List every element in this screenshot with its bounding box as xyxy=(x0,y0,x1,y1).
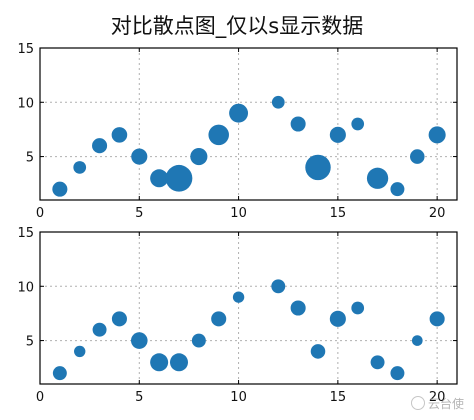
scatter-point xyxy=(131,148,148,165)
scatter-point xyxy=(370,355,385,370)
scatter-point xyxy=(150,169,169,188)
scatter-point xyxy=(92,322,107,337)
scatter-point xyxy=(130,332,148,349)
x-tick-label: 0 xyxy=(36,206,44,221)
x-tick-label: 20 xyxy=(429,390,446,405)
x-tick-label: 0 xyxy=(36,390,44,405)
scatter-point xyxy=(150,353,169,372)
y-tick-label: 10 xyxy=(17,280,34,295)
scatter-point xyxy=(390,182,405,197)
y-tick-label: 15 xyxy=(17,226,34,241)
x-tick-label: 10 xyxy=(230,206,247,221)
watermark-text: 云台使 xyxy=(427,397,464,411)
scatter-point xyxy=(410,149,425,164)
scatter-point xyxy=(232,291,245,303)
scatter-point xyxy=(52,366,67,381)
watermark: 云台使 xyxy=(410,395,464,412)
scatter-point xyxy=(165,164,193,192)
wechat-icon xyxy=(410,396,425,410)
chart-title: 对比散点图_仅以s显示数据 xyxy=(110,14,364,38)
scatter-point xyxy=(411,335,423,346)
scatter-point xyxy=(208,124,229,146)
x-tick-label: 20 xyxy=(429,206,446,221)
axes-frame xyxy=(39,47,458,201)
scatter-point xyxy=(329,310,346,327)
y-tick-label: 10 xyxy=(17,96,34,111)
scatter-point xyxy=(271,95,285,109)
scatter-point xyxy=(211,311,227,327)
scatter-point xyxy=(111,127,128,143)
scatter-point xyxy=(305,154,331,181)
scatter-point xyxy=(310,344,326,359)
y-tick-label: 15 xyxy=(17,42,34,57)
x-tick-label: 15 xyxy=(330,390,347,405)
scatter-point xyxy=(351,301,365,315)
x-tick-label: 10 xyxy=(230,390,247,405)
scatter-point xyxy=(111,311,127,327)
scatter-point xyxy=(92,138,108,154)
scatter-point xyxy=(190,148,208,166)
scatter-point xyxy=(52,181,68,197)
scatter-point xyxy=(170,353,188,372)
scatter-point xyxy=(73,161,87,174)
scatter-point xyxy=(329,126,346,143)
scatter-point xyxy=(290,116,306,132)
scatter-point xyxy=(351,117,365,131)
axes-frame xyxy=(39,231,458,385)
scatter-point xyxy=(229,103,249,123)
scatter-point xyxy=(74,345,86,358)
scatter-point xyxy=(390,366,405,381)
scatter-point xyxy=(429,311,445,327)
y-tick-label: 5 xyxy=(26,151,34,166)
y-tick-label: 5 xyxy=(26,335,34,350)
x-tick-label: 5 xyxy=(135,206,143,221)
scatter-point xyxy=(290,300,306,316)
x-tick-label: 15 xyxy=(330,206,347,221)
x-tick-label: 5 xyxy=(135,390,143,405)
scatter-point xyxy=(191,333,206,348)
scatter-point xyxy=(428,126,446,144)
scatter-point xyxy=(271,279,286,294)
scatter-point xyxy=(366,167,389,189)
